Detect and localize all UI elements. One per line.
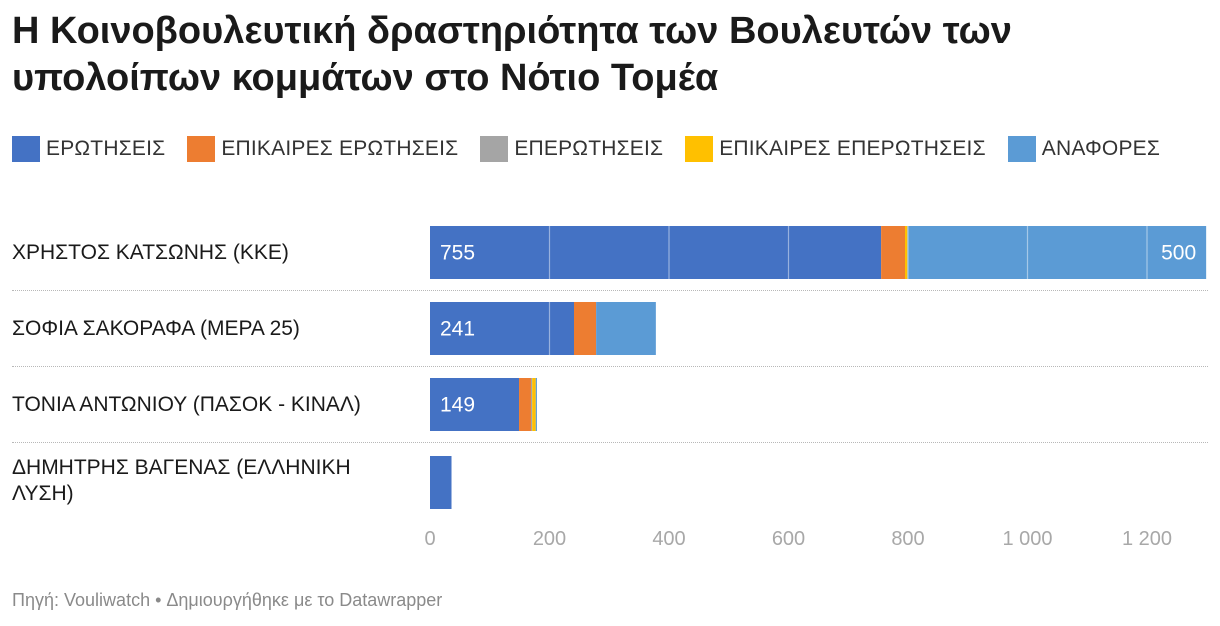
chart-legend: ΕΡΩΤΗΣΕΙΣ ΕΠΙΚΑΙΡΕΣ ΕΡΩΤΗΣΕΙΣ ΕΠΕΡΩΤΗΣΕΙΣ Ε… (12, 136, 1202, 162)
footer-separator: • (150, 590, 167, 610)
bar-segment (907, 226, 1207, 279)
x-tick-label: 0 (424, 528, 435, 550)
bar-segment (430, 456, 452, 509)
legend-swatch (480, 136, 509, 162)
stacked-bar-chart: 755 500 241 149 0 200 400 600 800 1 000 1 200 (424, 226, 1207, 550)
category-label: ΧΡΗΣΤΟΣ ΚΑΤΣΩΝΗΣ (ΚΚΕ) (12, 241, 289, 264)
bar-segment (905, 226, 908, 279)
bar-segment (535, 378, 537, 431)
x-tick-label: 200 (533, 528, 566, 550)
bar-segment (430, 226, 882, 279)
legend-item: ΑΝΑΦΟΡΕΣ (1007, 136, 1161, 162)
legend-item: ΕΠΙΚΑΙΡΕΣ ΕΠΕΡΩΤΗΣΕΙΣ (685, 136, 986, 162)
bar-segment (519, 378, 531, 431)
bar-segment (596, 302, 656, 355)
x-tick-label: 400 (652, 528, 685, 550)
bar-segment (430, 378, 520, 431)
chart-title: Η Κοινοβουλευτική δραστηριότητα των Βουλ… (12, 10, 1012, 99)
legend-item: ΕΡΩΤΗΣΕΙΣ (12, 136, 165, 162)
row-separator (12, 290, 1208, 291)
legend-item: ΕΠΙΚΑΙΡΕΣ ΕΡΩΤΗΣΕΙΣ (187, 136, 458, 162)
x-tick-label: 600 (772, 528, 805, 550)
category-label: ΔΗΜΗΤΡΗΣ ΒΑΓΕΝΑΣ (ΕΛΛΗΝΙΚΗ ΛΥΣΗ) (12, 456, 351, 505)
legend-swatch (187, 136, 216, 162)
data-label: 149 (440, 394, 475, 417)
row-separator (12, 442, 1208, 443)
category-label: ΣΟΦΙΑ ΣΑΚΟΡΑΦΑ (ΜΕΡΑ 25) (12, 317, 300, 340)
legend-item: ΕΠΕΡΩΤΗΣΕΙΣ (480, 136, 663, 162)
legend-swatch (1007, 136, 1036, 162)
x-tick-label: 1 200 (1122, 528, 1172, 550)
category-label: ΤΟΝΙΑ ΑΝΤΩΝΙΟΥ (ΠΑΣΟΚ - ΚΙΝΑΛ) (12, 393, 361, 416)
bar-segment (430, 302, 574, 355)
x-tick-label: 800 (891, 528, 924, 550)
credit-note: Δημιουργήθηκε με το Datawrapper (166, 590, 443, 610)
x-tick-label: 1 000 (1002, 528, 1052, 550)
bar-segment (881, 226, 906, 279)
bar-segment (530, 378, 533, 431)
source-note: Πηγή: Vouliwatch (12, 590, 151, 610)
legend-label: ΑΝΑΦΟΡΕΣ (1041, 137, 1161, 160)
legend-label: ΕΠΙΚΑΙΡΕΣ ΕΡΩΤΗΣΕΙΣ (221, 137, 459, 160)
chart-footer: Πηγή: Vouliwatch • Δημιουργήθηκε με το D… (12, 590, 442, 611)
legend-label: ΕΠΕΡΩΤΗΣΕΙΣ (514, 137, 664, 160)
row-separator (12, 366, 1208, 367)
data-label: 755 (440, 242, 475, 265)
legend-swatch (12, 136, 40, 162)
legend-swatch (685, 136, 714, 162)
bar-segment (532, 378, 536, 431)
data-label: 500 (1161, 242, 1196, 265)
legend-label: ΕΠΙΚΑΙΡΕΣ ΕΠΕΡΩΤΗΣΕΙΣ (719, 137, 986, 160)
bar-segment (573, 302, 597, 355)
legend-label: ΕΡΩΤΗΣΕΙΣ (46, 137, 166, 160)
data-label: 241 (440, 318, 475, 341)
